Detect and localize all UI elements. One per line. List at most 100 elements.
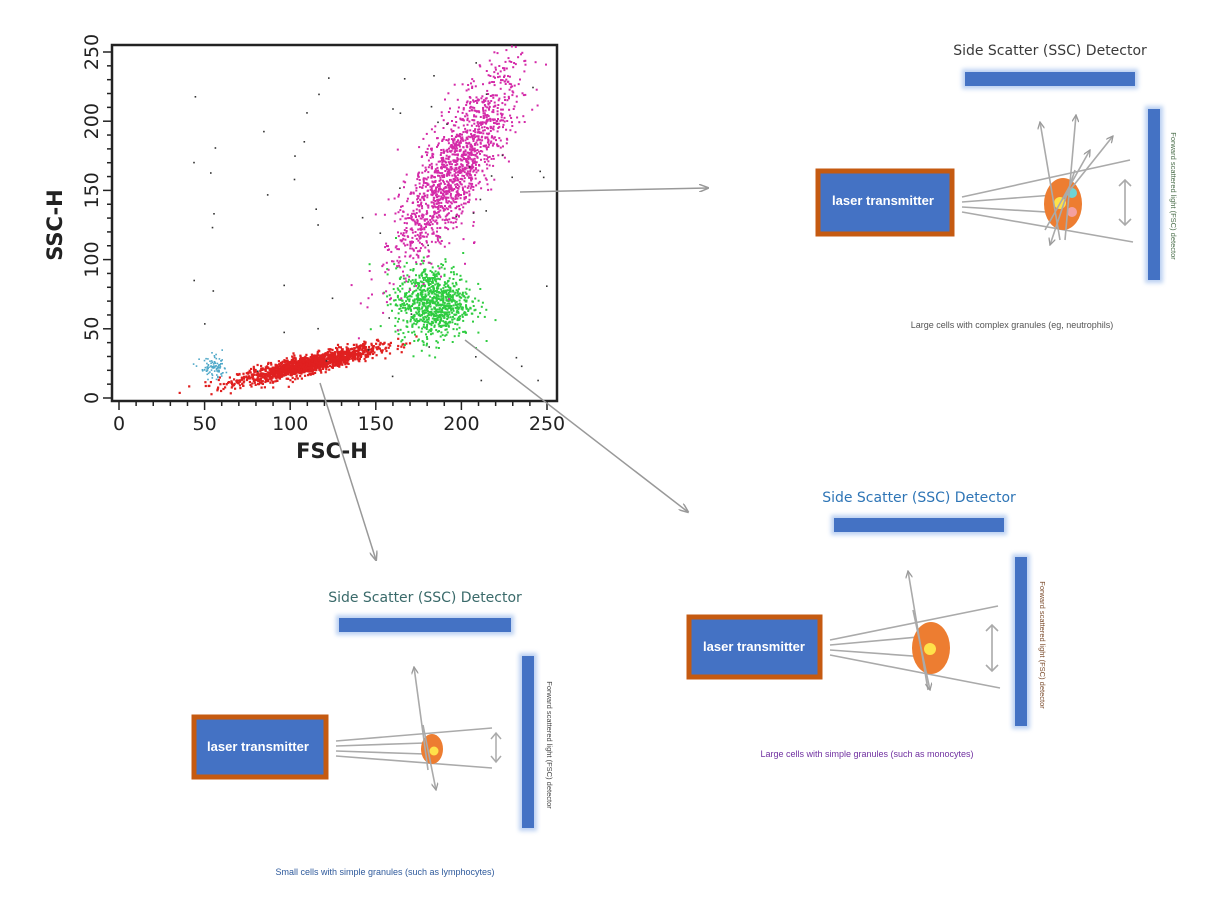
event-dot	[417, 339, 419, 342]
event-dot	[421, 235, 424, 238]
event-dot	[396, 294, 399, 297]
event-dot	[420, 293, 423, 296]
event-dot	[455, 197, 458, 200]
event-dot	[474, 154, 477, 157]
event-dot	[446, 168, 448, 171]
event-dot	[412, 300, 415, 303]
event-dot	[466, 129, 469, 132]
event-dot	[482, 129, 485, 132]
event-dot	[401, 299, 404, 302]
event-dot	[546, 285, 548, 287]
event-dot	[293, 370, 296, 373]
event-dot	[336, 362, 339, 365]
event-dot	[424, 290, 427, 293]
event-dot	[421, 340, 424, 343]
event-dot	[358, 353, 361, 357]
event-dot	[263, 386, 266, 389]
event-dot	[441, 174, 443, 177]
event-dot	[426, 189, 429, 192]
event-dot	[363, 340, 366, 343]
x-tick-label: 250	[529, 413, 565, 435]
event-dot	[271, 381, 275, 384]
event-dot	[401, 205, 404, 208]
event-dot	[438, 241, 441, 244]
event-dot	[286, 365, 289, 368]
event-dot	[437, 206, 439, 208]
event-dot	[517, 83, 520, 86]
event-dot	[308, 368, 311, 371]
event-dot	[273, 371, 276, 374]
event-dot	[466, 138, 469, 141]
event-dot	[251, 375, 254, 378]
event-dot	[483, 154, 486, 157]
event-dot	[481, 100, 484, 103]
event-dot	[270, 363, 273, 366]
event-dot	[236, 379, 239, 382]
event-dot	[458, 169, 461, 172]
event-dot	[458, 165, 461, 168]
event-dot	[315, 356, 319, 359]
event-dot	[346, 352, 349, 355]
event-dot	[220, 375, 223, 377]
event-dot	[459, 274, 462, 277]
event-dot	[449, 316, 452, 319]
event-dot	[462, 312, 465, 315]
event-dot	[511, 125, 514, 127]
event-dot	[237, 379, 240, 382]
event-dot	[443, 183, 446, 185]
event-dot	[439, 314, 441, 317]
event-dot	[486, 106, 489, 109]
event-dot	[421, 320, 424, 323]
event-dot	[445, 282, 448, 285]
event-dot	[325, 360, 328, 363]
event-dot	[466, 296, 469, 299]
event-dot	[492, 142, 495, 145]
event-dot	[296, 377, 299, 380]
laser-transmitter-box	[191, 714, 329, 780]
event-dot	[308, 358, 311, 361]
event-dot	[440, 310, 443, 313]
event-dot	[442, 295, 445, 298]
event-dot	[444, 98, 446, 101]
event-dot	[505, 78, 508, 81]
event-dot	[483, 129, 486, 132]
event-dot	[417, 224, 420, 226]
event-dot	[445, 200, 448, 203]
event-dot	[415, 212, 418, 214]
plot-dots	[178, 45, 548, 396]
event-dot	[451, 180, 454, 183]
event-dot	[441, 313, 443, 316]
event-dot	[520, 365, 523, 368]
event-dot	[242, 377, 245, 380]
event-dot	[299, 366, 302, 369]
event-dot	[421, 196, 424, 199]
event-dot	[426, 277, 429, 280]
event-dot	[508, 97, 510, 100]
event-dot	[434, 220, 437, 223]
event-dot	[311, 366, 314, 369]
event-dot	[486, 136, 489, 139]
event-dot	[447, 307, 450, 310]
event-dot	[424, 293, 427, 296]
event-dot	[390, 250, 393, 253]
event-dot	[333, 360, 336, 363]
event-dot	[421, 296, 424, 299]
event-dot	[275, 372, 278, 375]
event-dot	[472, 212, 475, 214]
event-dot	[404, 244, 407, 247]
event-dot	[478, 64, 481, 67]
event-dot	[429, 219, 432, 221]
event-dot	[206, 366, 209, 368]
event-dot	[487, 156, 489, 159]
event-dot	[449, 184, 452, 187]
event-dot	[492, 111, 495, 114]
event-dot	[432, 181, 435, 184]
event-dot	[370, 344, 373, 347]
event-dot	[278, 369, 281, 372]
event-dot	[320, 354, 323, 357]
event-dot	[451, 174, 454, 177]
event-dot	[425, 299, 428, 302]
event-dot	[430, 327, 433, 330]
event-dot	[406, 197, 409, 200]
event-dot	[225, 371, 228, 374]
